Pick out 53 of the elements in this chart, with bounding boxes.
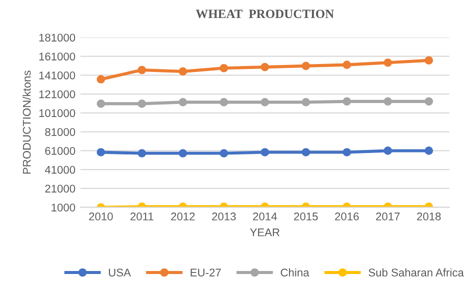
point bbox=[424, 146, 434, 155]
y-axis-title: PRODUCTION/ktons bbox=[22, 70, 31, 174]
point bbox=[96, 100, 106, 108]
legend-label: EU-27 bbox=[190, 268, 221, 276]
point bbox=[384, 146, 392, 155]
y-tick-label: 161000 bbox=[39, 52, 76, 60]
chart-title: WHEAT PRODUCTION bbox=[196, 10, 334, 18]
point bbox=[342, 60, 352, 69]
point bbox=[384, 97, 392, 106]
point bbox=[138, 149, 146, 158]
point bbox=[302, 62, 310, 70]
x-tick-label: 2017 bbox=[376, 212, 400, 220]
y-tick-label: 21000 bbox=[45, 184, 76, 193]
point bbox=[220, 64, 228, 72]
point bbox=[342, 97, 352, 106]
x-tick-label: 2011 bbox=[130, 212, 154, 220]
point bbox=[96, 75, 106, 84]
point bbox=[138, 100, 146, 108]
point bbox=[96, 148, 106, 156]
point bbox=[302, 98, 310, 106]
legend-label: China bbox=[280, 268, 310, 276]
y-tick-label: 1000 bbox=[52, 204, 76, 212]
point bbox=[178, 67, 188, 76]
x-axis-title: YEAR bbox=[250, 228, 280, 236]
point bbox=[302, 148, 310, 156]
x-tick-label: 2012 bbox=[171, 212, 195, 220]
x-tick-label: 2016 bbox=[335, 212, 359, 220]
y-tick-label: 121000 bbox=[39, 90, 76, 98]
point bbox=[178, 98, 188, 106]
x-tick-label: 2015 bbox=[294, 212, 318, 220]
x-tick-label: 2018 bbox=[417, 212, 441, 220]
point bbox=[424, 56, 434, 65]
y-tick-label: 141000 bbox=[39, 71, 76, 80]
point bbox=[260, 62, 270, 72]
point bbox=[178, 149, 188, 158]
point bbox=[424, 97, 434, 106]
point bbox=[220, 149, 228, 158]
point bbox=[260, 148, 270, 156]
x-tick-label: 2014 bbox=[253, 212, 277, 220]
x-tick-label: 2010 bbox=[89, 212, 113, 220]
point bbox=[260, 98, 270, 106]
y-tick-label: 101000 bbox=[39, 109, 76, 118]
point bbox=[220, 98, 228, 106]
legend-label: Sub Saharan Africa bbox=[368, 268, 464, 276]
y-tick-label: 181000 bbox=[39, 34, 76, 42]
y-tick-label: 81000 bbox=[45, 128, 76, 136]
point bbox=[384, 58, 392, 67]
y-tick-label: 41000 bbox=[44, 166, 76, 174]
y-tick-label: 61000 bbox=[45, 146, 76, 155]
x-tick-label: 2013 bbox=[212, 212, 236, 220]
point bbox=[342, 148, 352, 156]
legend-label: USA bbox=[108, 268, 131, 276]
point bbox=[138, 66, 146, 74]
